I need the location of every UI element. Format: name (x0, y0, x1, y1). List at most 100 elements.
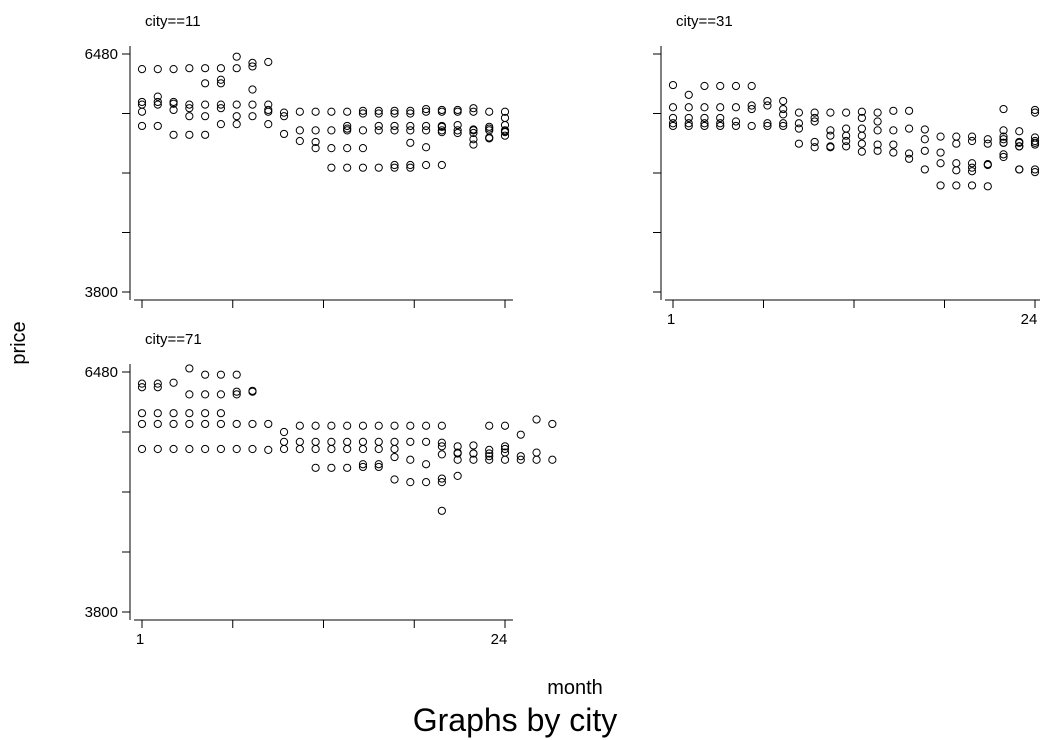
data-point (500, 455, 510, 464)
data-point (390, 444, 399, 454)
data-point (469, 128, 478, 138)
data-point (485, 455, 494, 464)
data-point (983, 139, 992, 148)
data-point (295, 437, 304, 446)
data-point (358, 460, 368, 469)
data-point (999, 152, 1008, 162)
data-point (279, 112, 289, 121)
data-point (826, 108, 835, 117)
data-point (216, 75, 226, 84)
data-point (358, 126, 368, 135)
data-point (826, 126, 835, 135)
data-point (437, 421, 446, 430)
data-point (500, 442, 510, 451)
data-point (889, 148, 898, 157)
data-point (232, 419, 241, 429)
data-point (500, 421, 510, 430)
data-point (826, 131, 835, 140)
data-point (421, 421, 431, 430)
panel-title: city==71 (145, 331, 202, 348)
data-point (232, 120, 241, 129)
data-point (358, 106, 368, 115)
data-point (668, 113, 678, 123)
data-point (794, 108, 804, 117)
data-point (999, 132, 1008, 141)
data-point (311, 126, 320, 135)
data-point (842, 108, 851, 117)
data-point (295, 126, 304, 135)
data-point (216, 390, 226, 399)
data-point (343, 121, 352, 131)
data-point (169, 444, 178, 454)
x-tick-label: 1 (136, 631, 144, 648)
data-point (169, 419, 178, 429)
data-point (731, 81, 741, 91)
data-point (983, 160, 992, 170)
data-point (437, 474, 446, 483)
data-point (716, 103, 725, 112)
data-point (920, 146, 929, 155)
data-point (390, 106, 399, 115)
data-point (421, 126, 431, 135)
data-point (137, 383, 147, 392)
data-point (904, 106, 914, 115)
data-point (406, 478, 415, 487)
data-point (684, 90, 693, 99)
data-point (201, 64, 210, 73)
data-point (216, 419, 226, 429)
data-point (700, 119, 709, 128)
data-point (516, 452, 525, 461)
data-point (406, 121, 415, 131)
data-point (952, 139, 961, 148)
data-point (983, 135, 992, 144)
data-point (311, 444, 320, 454)
data-point (137, 107, 147, 116)
data-point (485, 452, 494, 461)
data-point (311, 437, 320, 446)
data-point (421, 143, 431, 152)
data-point (374, 460, 383, 469)
data-point (532, 415, 541, 424)
data-point (952, 159, 961, 168)
data-point (390, 126, 399, 135)
panel-3: city==71 6480 3800 1 24 (85, 331, 557, 648)
data-point (437, 105, 446, 115)
data-point (185, 364, 194, 373)
data-point (153, 444, 162, 454)
data-point (311, 137, 320, 147)
data-point (747, 104, 756, 114)
data-point (453, 107, 462, 116)
data-point (904, 149, 914, 158)
data-point (437, 478, 446, 487)
data-point (857, 124, 866, 133)
data-point (1015, 142, 1024, 151)
data-point (153, 92, 162, 101)
data-point (216, 120, 226, 129)
data-point (1015, 165, 1024, 174)
data-point (358, 144, 368, 153)
data-point (248, 444, 257, 454)
data-point (374, 462, 383, 472)
data-point (936, 159, 945, 168)
data-point (500, 131, 510, 140)
data-point (279, 437, 289, 446)
data-point (406, 109, 415, 118)
data-point (747, 121, 756, 131)
data-point (343, 163, 352, 172)
data-point (731, 103, 741, 112)
data-point (390, 475, 399, 484)
data-point (857, 131, 866, 140)
y-tick-label: 6480 (85, 364, 118, 381)
data-point (437, 160, 446, 170)
data-point (153, 97, 162, 107)
data-point (857, 113, 866, 123)
data-point (469, 104, 478, 113)
data-point (374, 437, 383, 446)
data-point (952, 181, 961, 190)
data-point (453, 449, 462, 458)
x-axis-label: month (547, 677, 603, 699)
data-point (343, 124, 352, 133)
data-point (232, 100, 241, 109)
data-point (700, 121, 709, 131)
data-point (1015, 138, 1024, 147)
